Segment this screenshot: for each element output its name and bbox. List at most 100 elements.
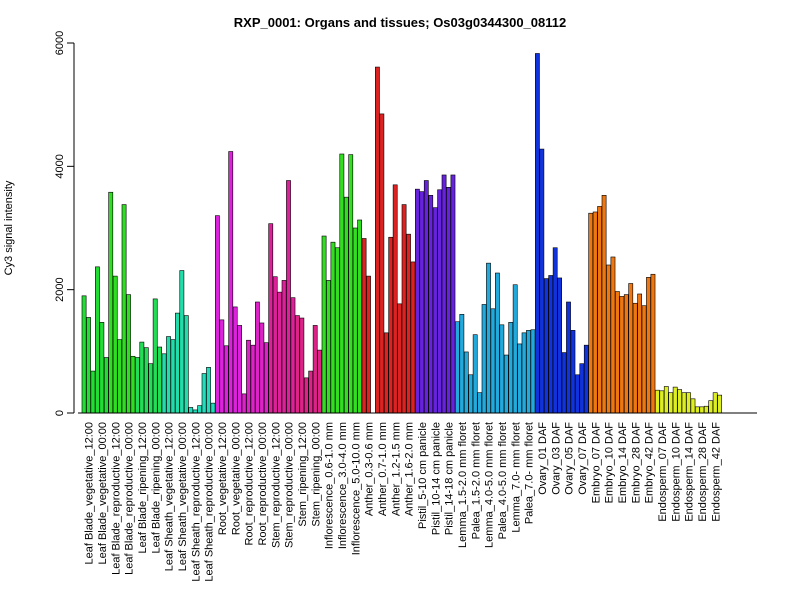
bar-21-0 <box>361 238 367 414</box>
bar-17-0 <box>308 370 314 414</box>
bar-6-0 <box>161 353 167 414</box>
x-tick-labels: Leaf Blade_vegetative_12:00 Leaf Blade_ve… <box>84 422 723 582</box>
bar-30-1 <box>486 262 491 414</box>
x-tick-label-40: Embryo_14 DAF <box>617 422 629 504</box>
bar-23-2 <box>397 303 402 414</box>
bar-34-1 <box>539 148 545 414</box>
bar-36-1 <box>566 301 571 414</box>
bar-4-2 <box>143 347 149 414</box>
bar-16-2 <box>303 377 309 414</box>
bar-13-1 <box>259 322 265 414</box>
bar-20-1 <box>352 227 358 414</box>
bar-3-2 <box>130 355 136 414</box>
bar-26-1 <box>432 207 438 414</box>
bar-40-1 <box>619 296 625 414</box>
x-tick-label-10: Root_vegetative_12:00 <box>217 422 229 535</box>
bar-37-1 <box>579 363 585 414</box>
bar-43-2 <box>663 386 669 414</box>
y-tick-label-3: 6000 <box>54 31 66 55</box>
bar-7-0 <box>175 312 180 414</box>
bar-18-0 <box>321 235 327 414</box>
bar-41-2 <box>637 293 642 414</box>
bar-18-2 <box>330 241 336 414</box>
bar-27-0 <box>441 174 447 414</box>
bar-21-1 <box>366 275 371 414</box>
bar-4-1 <box>139 341 145 414</box>
x-tick-label-30: Lemma_4.0-5.0 mm floret <box>484 422 496 548</box>
bar-18-1 <box>326 280 331 414</box>
bar-20-0 <box>348 154 354 414</box>
bar-12-1 <box>246 339 251 414</box>
bar-5-1 <box>152 298 158 414</box>
bar-46-1 <box>699 406 705 414</box>
bar-47-0 <box>708 400 714 414</box>
bar-4-0 <box>135 357 140 414</box>
bar-1-0 <box>95 266 100 414</box>
bar-37-2 <box>583 344 589 414</box>
bar-0-2 <box>90 370 96 414</box>
bar-25-0 <box>415 188 420 414</box>
bar-42-1 <box>646 277 651 414</box>
bar-3-0 <box>121 204 127 414</box>
x-tick-label-34: Ovary_01 DAF <box>537 422 549 495</box>
bar-19-1 <box>339 153 345 414</box>
x-tick-label-0: Leaf Blade_vegetative_12:00 <box>84 422 96 565</box>
bar-44-2 <box>677 389 682 414</box>
bar-27-1 <box>446 187 451 414</box>
bar-7-1 <box>179 270 185 414</box>
x-tick-label-25: Pistil_5-10 cm panicle <box>417 422 429 529</box>
x-tick-label-2: Leaf Blade_reproductive_12:00 <box>110 422 122 575</box>
bar-10-1 <box>219 319 225 414</box>
bar-25-2 <box>423 180 429 414</box>
bar-45-1 <box>686 392 691 414</box>
bar-39-0 <box>601 195 607 414</box>
bar-20-2 <box>357 219 362 414</box>
bar-32-2 <box>517 343 522 414</box>
bar-39-2 <box>610 256 616 414</box>
bar-2-2 <box>117 339 122 414</box>
bar-39-1 <box>606 264 611 414</box>
bar-37-0 <box>575 374 580 414</box>
x-tick-label-41: Embryo_28 DAF <box>630 422 642 504</box>
bar-29-0 <box>468 374 474 414</box>
bar-29-1 <box>472 334 478 414</box>
bar-32-1 <box>512 284 518 414</box>
x-tick-label-14: Stem_reproductive_12:00 <box>270 422 282 548</box>
bar-47-1 <box>712 392 718 414</box>
bar-32-0 <box>508 322 514 414</box>
x-tick-label-24: Anther_1.6-2.0 mm <box>404 422 416 516</box>
bar-29-2 <box>477 392 482 414</box>
x-tick-label-13: Root_reproductive_00:00 <box>257 422 269 546</box>
bar-0-0 <box>81 295 87 414</box>
bar-15-0 <box>281 280 287 414</box>
bar-43-1 <box>659 390 665 414</box>
bar-25-1 <box>419 191 425 414</box>
x-tick-label-7: Leaf Sheath_vegetative_00:00 <box>177 422 189 571</box>
bar-30-2 <box>490 308 496 414</box>
x-tick-label-38: Embryo_07 DAF <box>590 422 602 504</box>
x-tick-label-5: Leaf Blade_ripening_00:00 <box>150 422 162 554</box>
y-axis-label: Cy3 signal intensity <box>3 180 15 275</box>
bar-0-1 <box>86 317 91 414</box>
bar-40-0 <box>615 291 620 414</box>
bar-26-2 <box>437 189 442 414</box>
bar-28-0 <box>455 321 460 414</box>
x-tick-label-31: Palea_4.0-5.0 mm floret <box>497 422 509 539</box>
bar-5-0 <box>148 363 154 414</box>
bar-14-2 <box>277 291 282 414</box>
x-tick-label-9: Leaf Sheath_reproductive_00:00 <box>204 422 216 582</box>
bar-41-0 <box>628 283 634 414</box>
bar-23-1 <box>392 184 398 414</box>
axes-layer: 0 2000 4000 6000 <box>54 31 757 416</box>
x-tick-label-43: Endosperm_07 DAF <box>657 422 669 522</box>
x-tick-label-1: Leaf Blade_vegetative_00:00 <box>97 422 109 565</box>
x-tick-label-21: Anther_0.3-0.6 mm <box>364 422 376 516</box>
bar-14-1 <box>272 276 278 414</box>
bar-34-2 <box>543 278 549 414</box>
x-tick-label-46: Endosperm_28 DAF <box>697 422 709 522</box>
bar-45-2 <box>690 398 696 414</box>
x-tick-label-12: Root_reproductive_12:00 <box>244 422 256 546</box>
bar-17-2 <box>317 349 322 414</box>
y-tick-label-1: 2000 <box>54 277 66 301</box>
